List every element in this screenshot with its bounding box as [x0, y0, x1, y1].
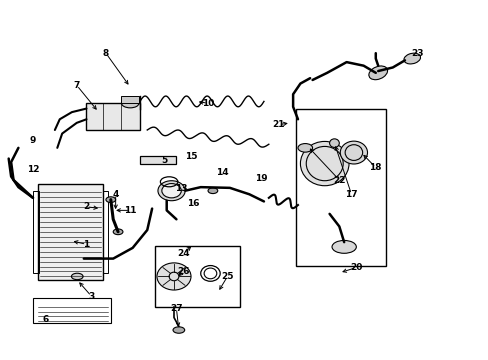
Ellipse shape	[329, 139, 339, 148]
Bar	[121, 96, 139, 103]
Ellipse shape	[157, 263, 191, 290]
Text: 17: 17	[345, 190, 357, 199]
Text: 3: 3	[88, 292, 94, 301]
Text: 4: 4	[112, 190, 119, 199]
Text: 23: 23	[410, 49, 423, 58]
Bar	[154, 246, 239, 307]
Text: 2: 2	[83, 202, 89, 211]
Text: 12: 12	[27, 165, 39, 174]
Ellipse shape	[300, 141, 348, 186]
Text: 25: 25	[221, 272, 233, 281]
Text: 15: 15	[184, 152, 197, 161]
Text: 8: 8	[102, 49, 109, 58]
Ellipse shape	[71, 273, 83, 280]
Ellipse shape	[121, 99, 139, 108]
Ellipse shape	[331, 240, 356, 253]
Ellipse shape	[158, 181, 185, 201]
Text: 27: 27	[170, 304, 183, 313]
Ellipse shape	[207, 188, 217, 194]
Text: 6: 6	[42, 315, 48, 324]
Bar	[295, 109, 385, 266]
Bar	[38, 184, 103, 280]
Ellipse shape	[403, 53, 420, 64]
Text: 19: 19	[255, 174, 267, 183]
Ellipse shape	[297, 144, 312, 152]
Text: 1: 1	[83, 240, 89, 249]
Text: 10: 10	[202, 99, 214, 108]
Bar	[102, 191, 108, 273]
Text: 21: 21	[272, 120, 284, 129]
Text: 24: 24	[177, 249, 190, 258]
Text: 9: 9	[30, 136, 36, 145]
Text: 7: 7	[73, 81, 80, 90]
Text: 14: 14	[216, 168, 228, 177]
Ellipse shape	[162, 184, 181, 198]
Ellipse shape	[340, 141, 367, 164]
Bar	[86, 103, 140, 130]
Text: 20: 20	[349, 263, 362, 272]
Text: 22: 22	[332, 176, 345, 185]
Bar	[140, 156, 176, 164]
Text: 5: 5	[161, 156, 167, 165]
Text: 13: 13	[175, 184, 187, 193]
Ellipse shape	[173, 327, 184, 333]
Text: 11: 11	[124, 206, 136, 215]
Bar	[33, 191, 39, 273]
Text: 26: 26	[177, 267, 189, 276]
Text: 16: 16	[187, 199, 199, 208]
Bar	[33, 298, 111, 323]
Ellipse shape	[106, 197, 116, 203]
Ellipse shape	[113, 229, 122, 235]
Ellipse shape	[368, 66, 387, 80]
Text: 18: 18	[369, 163, 381, 172]
